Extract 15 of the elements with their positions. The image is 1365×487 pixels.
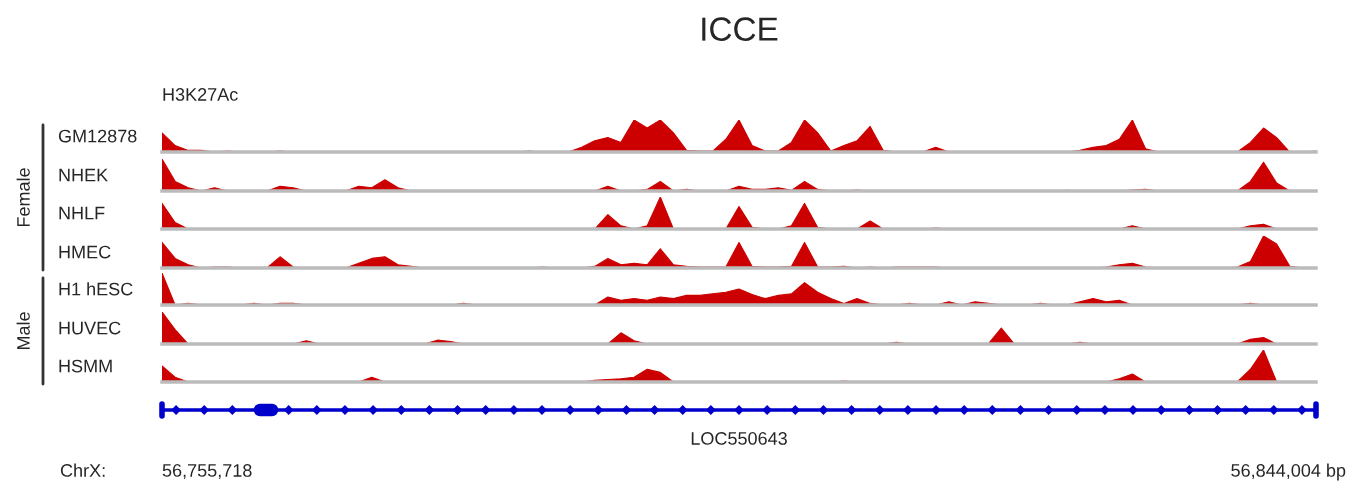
text: HUVEC [59, 321, 121, 335]
text: NHEK [59, 168, 108, 182]
text: ChrX: [60, 463, 105, 477]
chart-subtitle: H3K27Ac [163, 88, 238, 101]
text: NHLF [59, 206, 105, 220]
series-label: H1 hESC [59, 282, 133, 296]
text: 56,755,718 [162, 464, 252, 479]
text: 56,844,004 bp [1231, 463, 1346, 481]
text: LOC550643 [691, 432, 787, 445]
text: Male [16, 312, 30, 350]
text: Female [16, 168, 30, 227]
text: HMEC [59, 245, 111, 259]
text: HSMM [59, 359, 112, 373]
chart-title: ICCE [702, 17, 778, 41]
series-label: GM12878 [58, 129, 137, 143]
